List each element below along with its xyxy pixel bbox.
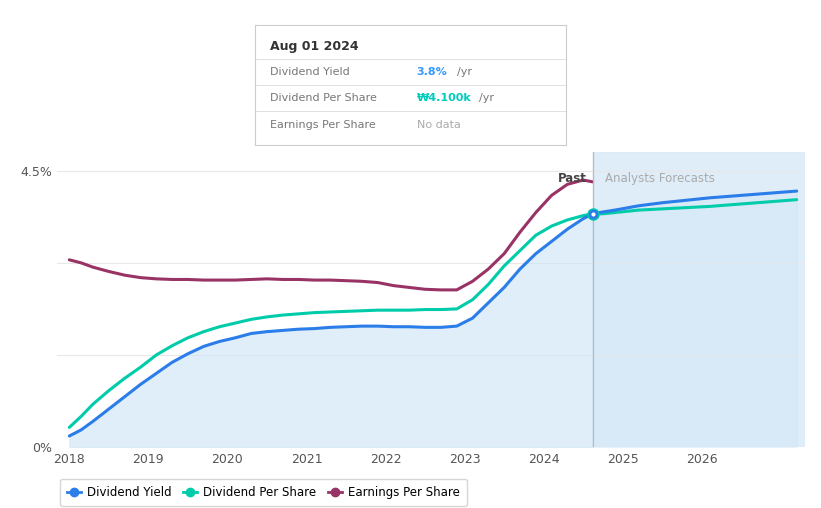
- Legend: Dividend Yield, Dividend Per Share, Earnings Per Share: Dividend Yield, Dividend Per Share, Earn…: [60, 479, 467, 506]
- Text: Analysts Forecasts: Analysts Forecasts: [604, 172, 714, 184]
- Text: Aug 01 2024: Aug 01 2024: [270, 40, 359, 53]
- Text: No data: No data: [417, 120, 461, 130]
- Text: /yr: /yr: [457, 67, 472, 77]
- Text: 3.8%: 3.8%: [417, 67, 447, 77]
- Bar: [593, 152, 805, 447]
- Text: Earnings Per Share: Earnings Per Share: [270, 120, 376, 130]
- Text: Dividend Per Share: Dividend Per Share: [270, 93, 377, 104]
- Text: ₩4.100k: ₩4.100k: [417, 93, 471, 104]
- Text: Dividend Yield: Dividend Yield: [270, 67, 350, 77]
- Text: Past: Past: [557, 172, 586, 184]
- Text: /yr: /yr: [479, 93, 494, 104]
